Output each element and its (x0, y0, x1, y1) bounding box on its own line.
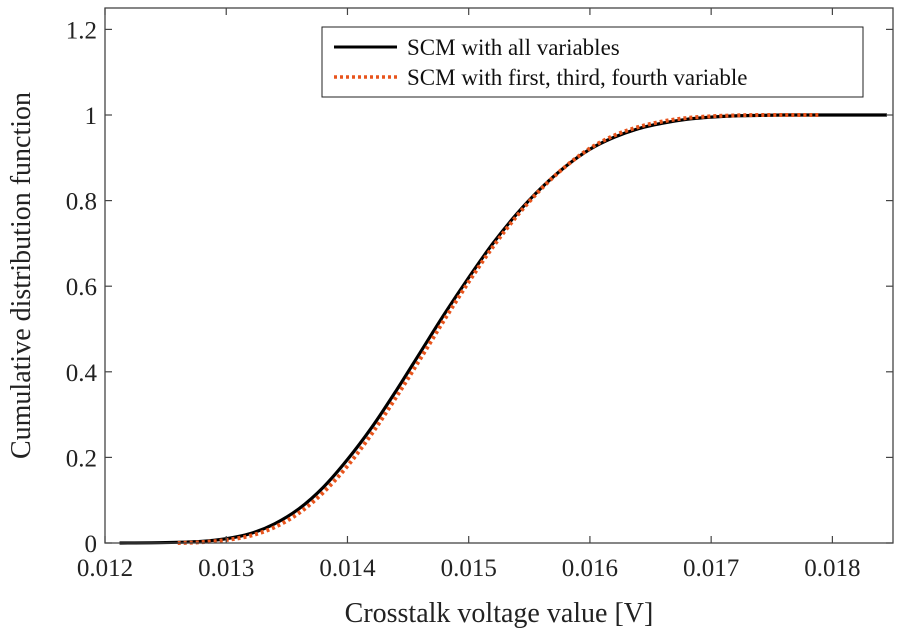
y-axis-title: Cumulative distribution function (6, 92, 37, 459)
y-tick-label: 0.8 (66, 189, 97, 216)
x-tick-label: 0.018 (804, 555, 860, 582)
x-tick-label: 0.013 (198, 555, 254, 582)
y-tick-label: 0.2 (66, 445, 97, 472)
x-tick-label: 0.012 (77, 555, 133, 582)
x-axis-title: Crosstalk voltage value [V] (345, 598, 654, 629)
x-tick-label: 0.015 (441, 555, 497, 582)
legend-box (321, 26, 864, 98)
plot-frame (104, 7, 894, 544)
ticks: 0.012 0.013 0.014 0.015 0.016 0.017 0.018 0 0.2 0… (66, 8, 893, 582)
y-tick-label: 1 (85, 103, 98, 130)
y-tick-label: 0.4 (66, 360, 98, 387)
legend: SCM with all variables SCM with first, t… (321, 26, 864, 98)
y-tick-label: 1.2 (66, 17, 97, 44)
x-tick-label: 0.017 (683, 555, 739, 582)
x-tick-label: 0.014 (319, 555, 376, 582)
legend-label-all-variables: SCM with all variables (407, 35, 620, 60)
series-line-first-third-fourth (177, 112, 821, 545)
y-tick-label: 0.6 (66, 274, 97, 301)
legend-label-first-third-fourth: SCM with first, third, fourth variable (407, 65, 748, 90)
series-line-all-variables (119, 113, 887, 545)
y-tick-label: 0 (85, 531, 98, 558)
x-tick-label: 0.016 (562, 555, 618, 582)
curves (119, 112, 887, 545)
